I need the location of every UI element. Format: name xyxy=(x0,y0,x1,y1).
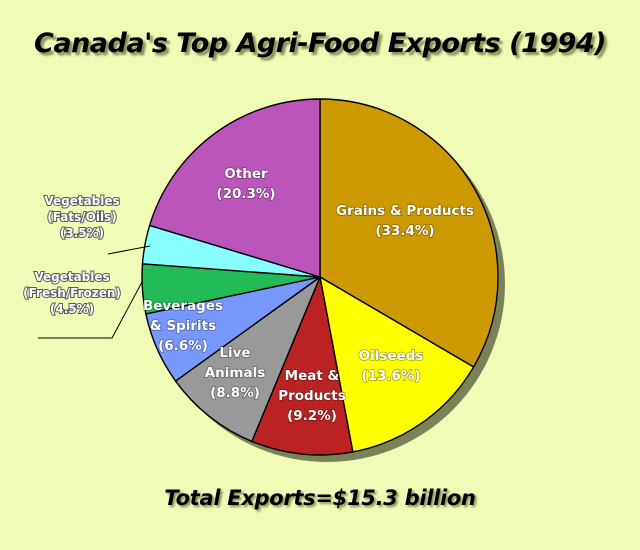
pie-slice xyxy=(319,98,499,368)
pie-slice xyxy=(251,276,354,456)
slice-label: Vegetables (Fats/Oils) (3.5%) xyxy=(44,194,119,240)
total-exports-label: Total Exports=$15.3 billion xyxy=(164,486,476,510)
pie-slice xyxy=(148,98,321,278)
slice-label: Meat & Products (9.2%) xyxy=(278,368,346,424)
slice-label: Beverages & Spirits (6.6%) xyxy=(143,298,223,354)
leader-line xyxy=(107,245,151,255)
pie-slice xyxy=(174,276,321,443)
leader-lines xyxy=(38,245,151,339)
pie-slice xyxy=(319,276,475,453)
leader-line xyxy=(38,281,143,339)
pie-slices xyxy=(141,98,499,456)
slice-label: Grains & Products (33.4%) xyxy=(336,203,474,239)
slice-label: Other (20.3%) xyxy=(216,166,275,202)
chart-title: Canada's Top Agri-Food Exports (1994) xyxy=(34,28,606,59)
slice-label: Vegetables (Fresh/Frozen) (4.5%) xyxy=(23,270,121,316)
slice-label: Live Animals (8.8%) xyxy=(205,345,266,401)
slice-labels: Grains & Products (33.4%) Oilseeds (13.6%) M… xyxy=(22,165,475,425)
slice-label: Oilseeds (13.6%) xyxy=(359,348,424,384)
